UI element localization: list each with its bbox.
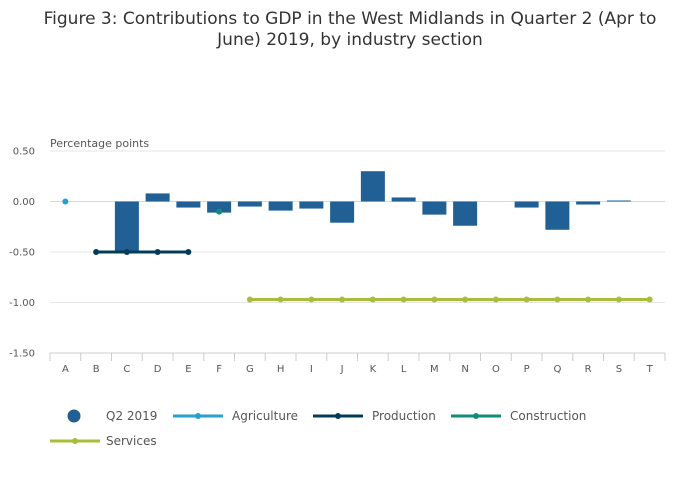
series-point xyxy=(62,198,69,205)
x-tick-label: P xyxy=(524,364,530,375)
chart-title-line-2: June) 2019, by industry section xyxy=(216,30,483,50)
x-tick-label: I xyxy=(310,364,313,375)
x-tick-label: D xyxy=(154,364,162,375)
bar xyxy=(576,201,601,205)
legend-swatch-marker xyxy=(335,413,341,419)
bar xyxy=(268,201,293,211)
series-point xyxy=(93,249,100,255)
bar xyxy=(391,197,416,202)
x-tick-label: H xyxy=(277,364,285,375)
bar xyxy=(299,201,324,209)
bar xyxy=(545,201,570,230)
legend-label: Construction xyxy=(510,409,586,423)
line-series xyxy=(62,198,653,303)
bar xyxy=(176,201,201,208)
series-point xyxy=(277,296,284,303)
bar xyxy=(207,201,232,213)
series-point xyxy=(123,249,130,255)
x-tick-label: O xyxy=(492,364,500,375)
series-point xyxy=(369,296,376,303)
bar xyxy=(606,200,631,202)
y-tick-label: 0.00 xyxy=(13,197,35,208)
y-tick-label: -1.00 xyxy=(9,298,35,309)
x-tick-label: B xyxy=(93,364,100,375)
x-tick-label: G xyxy=(246,364,254,375)
bar xyxy=(145,193,170,202)
bar xyxy=(237,201,262,207)
series-point xyxy=(462,296,469,303)
series-point xyxy=(400,296,407,303)
x-tick-label: K xyxy=(370,364,377,375)
legend-swatch xyxy=(67,409,81,423)
series-point xyxy=(523,296,530,303)
series-point xyxy=(216,208,223,215)
y-tick-label: -0.50 xyxy=(9,248,35,259)
y-axis-ticks: 0.50 0.00 -0.50 -1.00 -1.50 xyxy=(9,147,35,360)
legend-label: Production xyxy=(372,409,436,423)
legend-label: Agriculture xyxy=(232,409,298,423)
x-tick-label: C xyxy=(123,364,130,375)
x-tick-label: S xyxy=(616,364,622,375)
legend-swatch-marker xyxy=(72,438,78,444)
chart-title-line-1: Figure 3: Contributions to GDP in the We… xyxy=(44,9,657,29)
y-tick-label: 0.50 xyxy=(13,147,35,158)
bar xyxy=(360,171,385,202)
x-tick-label: F xyxy=(216,364,222,375)
legend: Q2 2019 Agriculture Production Construction… xyxy=(50,409,586,448)
gridlines xyxy=(50,150,665,303)
x-axis: A B C D E F G H I J K L M N O P Q R S T xyxy=(49,352,666,375)
x-tick-label: M xyxy=(430,364,439,375)
x-tick-label: R xyxy=(585,364,592,375)
series-point xyxy=(154,249,161,255)
bar xyxy=(114,201,139,252)
chart-title: Figure 3: Contributions to GDP in the We… xyxy=(44,9,657,50)
bar xyxy=(514,201,539,208)
series-point xyxy=(492,296,499,303)
series-point xyxy=(646,296,653,303)
legend-label: Services xyxy=(106,434,157,448)
series-point xyxy=(308,296,315,303)
series-point xyxy=(585,296,592,303)
series-point xyxy=(554,296,561,303)
bar-series xyxy=(114,171,631,252)
x-tick-label: T xyxy=(646,364,654,375)
x-tick-label: N xyxy=(461,364,468,375)
legend-label: Q2 2019 xyxy=(106,409,157,423)
y-tick-label: -1.50 xyxy=(9,349,35,360)
y-axis-label: Percentage points xyxy=(50,137,149,150)
bar xyxy=(330,201,355,223)
x-tick-label: J xyxy=(340,364,344,375)
series-point xyxy=(246,296,253,303)
x-tick-label: Q xyxy=(553,364,561,375)
x-tick-label: E xyxy=(185,364,191,375)
x-tick-label: A xyxy=(62,364,69,375)
series-point xyxy=(339,296,346,303)
series-point xyxy=(431,296,438,303)
series-point xyxy=(615,296,622,303)
bar xyxy=(453,201,478,226)
series-point xyxy=(185,249,192,255)
legend-swatch-marker xyxy=(473,413,479,419)
bar xyxy=(422,201,447,215)
x-tick-label: L xyxy=(401,364,407,375)
legend-swatch-marker xyxy=(195,413,201,419)
